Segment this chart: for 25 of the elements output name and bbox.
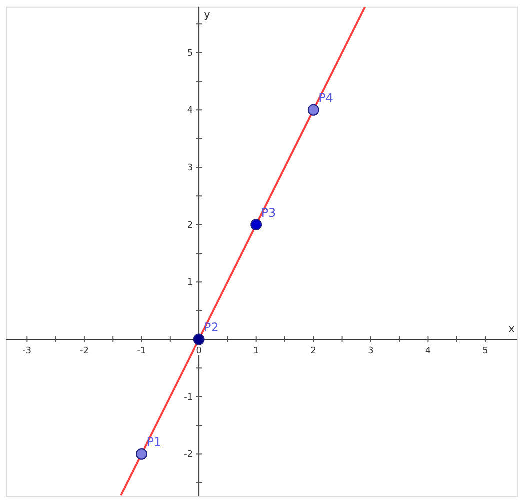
y-tick-label: 1 xyxy=(187,278,194,288)
y-tick-label: 5 xyxy=(187,48,194,59)
point xyxy=(193,334,205,346)
y-tick-label: 4 xyxy=(187,106,194,116)
y-tick-label: -2 xyxy=(184,450,194,460)
x-tick-label: 1 xyxy=(253,346,260,356)
y-tick-label: -1 xyxy=(184,392,194,403)
annotation: P4 xyxy=(318,91,334,106)
y-tick-label: 3 xyxy=(187,163,194,174)
x-tick-label: -3 xyxy=(22,346,32,356)
x-tick-label: 2 xyxy=(310,346,316,356)
point xyxy=(250,219,262,231)
point xyxy=(136,448,148,460)
annotation: P3 xyxy=(261,206,276,220)
x-tick-label: 3 xyxy=(368,346,374,356)
point xyxy=(308,104,320,116)
x-tick-label: 4 xyxy=(425,346,432,356)
annotation: P2 xyxy=(204,320,219,335)
annotation: P1 xyxy=(146,435,162,450)
x-axis-title: x xyxy=(508,322,516,336)
x-tick-label: -1 xyxy=(137,346,146,356)
y-tick-label: 2 xyxy=(187,220,194,231)
y-axis-title: y xyxy=(204,8,212,21)
x-tick-label: -2 xyxy=(80,346,89,356)
x-tick-label: 5 xyxy=(482,346,488,356)
